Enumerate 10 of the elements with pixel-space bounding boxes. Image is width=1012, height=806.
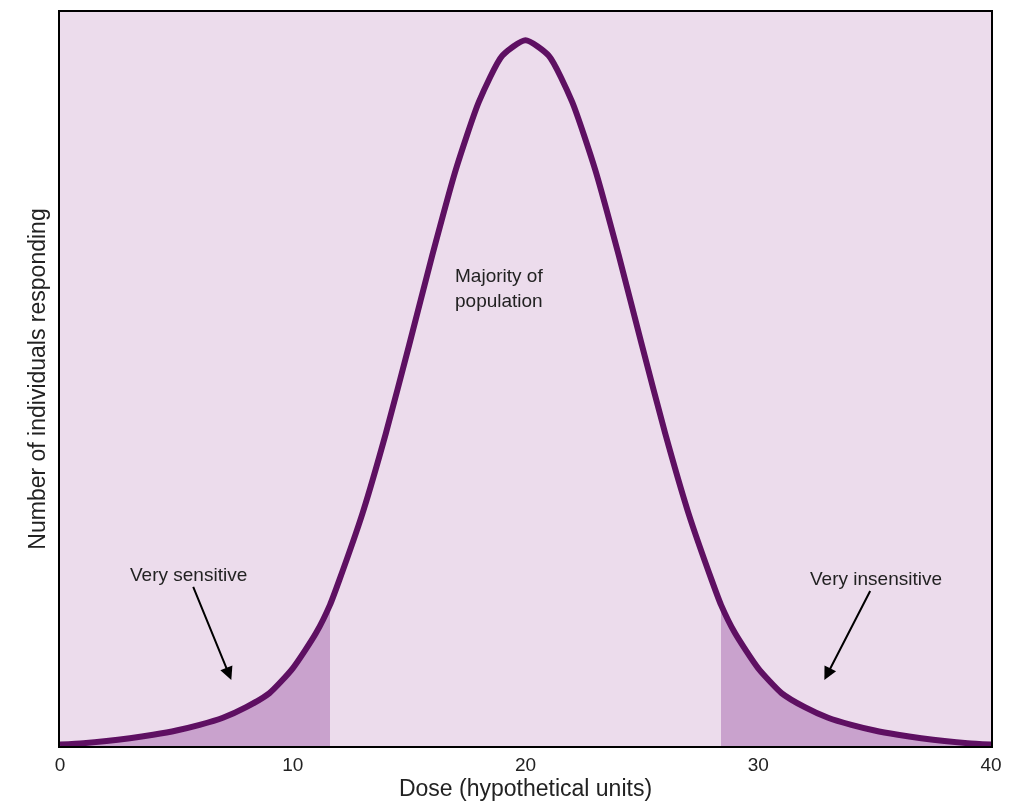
x-axis-title: Dose (hypothetical units)	[398, 774, 653, 801]
x-tick-label: 0	[54, 753, 66, 775]
x-tick-label: 30	[747, 753, 769, 775]
annotation: Majority of population	[455, 265, 544, 311]
x-tick-label: 20	[514, 753, 537, 775]
x-tick-label: 40	[980, 753, 1002, 775]
x-tick-label: 10	[282, 753, 304, 775]
annotation: Very sensitive	[130, 564, 248, 585]
annotation: Very insensitive	[810, 568, 943, 589]
y-axis-title: Number of individuals responding	[23, 208, 50, 550]
